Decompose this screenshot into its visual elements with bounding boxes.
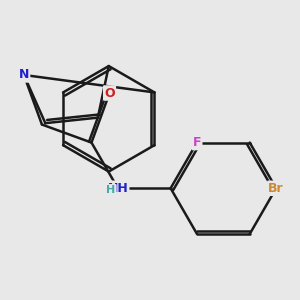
- Text: N: N: [19, 68, 29, 82]
- Text: F: F: [193, 136, 201, 149]
- Text: O: O: [104, 86, 115, 100]
- Text: NH: NH: [107, 182, 128, 195]
- Text: Br: Br: [268, 182, 284, 195]
- Text: H: H: [106, 185, 116, 195]
